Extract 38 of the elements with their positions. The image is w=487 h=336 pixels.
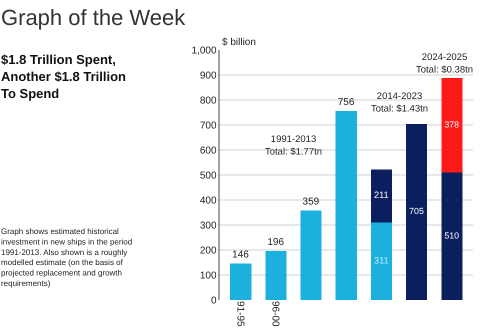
bar [406, 124, 428, 300]
annotation: 2014-2023 Total: $1.43tn [371, 91, 428, 114]
y-tick-label: 0 [211, 296, 218, 306]
y-tick-label: 300 [200, 220, 218, 232]
x-tick-label: 96-00 [270, 301, 281, 328]
bar [336, 111, 357, 300]
y-tick-label: 500 [200, 170, 218, 182]
bar [370, 170, 392, 222]
data-label: 146 [232, 250, 250, 260]
y-tick-label: 200 [200, 246, 218, 256]
bar [370, 222, 392, 300]
y-tick-label: 900 [200, 70, 218, 82]
bar [300, 210, 322, 300]
data-label: 196 [267, 237, 284, 248]
annotation: 1991-2013 Total: $1.77tn [265, 134, 322, 158]
data-label: 378 [444, 119, 460, 130]
annotation: 2024-2025 Total: $0.38tn [416, 52, 474, 76]
data-label: 705 [409, 206, 424, 216]
text: $1.8 Trillion Spent, Another $1.8 Trillion To Spend [1, 52, 126, 101]
data-label: 510 [444, 230, 460, 240]
y-axis-title: $ billion [222, 37, 256, 48]
bar [230, 264, 252, 300]
y-tick-label: 1,000 [192, 46, 218, 56]
x-tick-label: 91-95 [234, 301, 246, 328]
text: Graph shows estimated historical investment in new ships in the period 1991-2013. Also shown is a roughly modelled estimate (on the basis of projected replacement and growth requirements) [1, 227, 132, 288]
y-tick-label: 100 [200, 270, 218, 282]
data-label: 311 [374, 255, 389, 266]
data-label: 756 [338, 97, 355, 108]
chart-title: Graph of the Week [1, 5, 186, 30]
data-label: 359 [302, 196, 320, 208]
y-tick-label: 600 [200, 146, 218, 156]
bar [441, 78, 462, 172]
data-label: 211 [374, 190, 389, 200]
bar [441, 172, 462, 300]
y-tick-label: 700 [200, 120, 218, 132]
bar [265, 251, 286, 300]
y-tick-label: 800 [200, 96, 218, 106]
y-tick-label: 400 [200, 196, 218, 206]
